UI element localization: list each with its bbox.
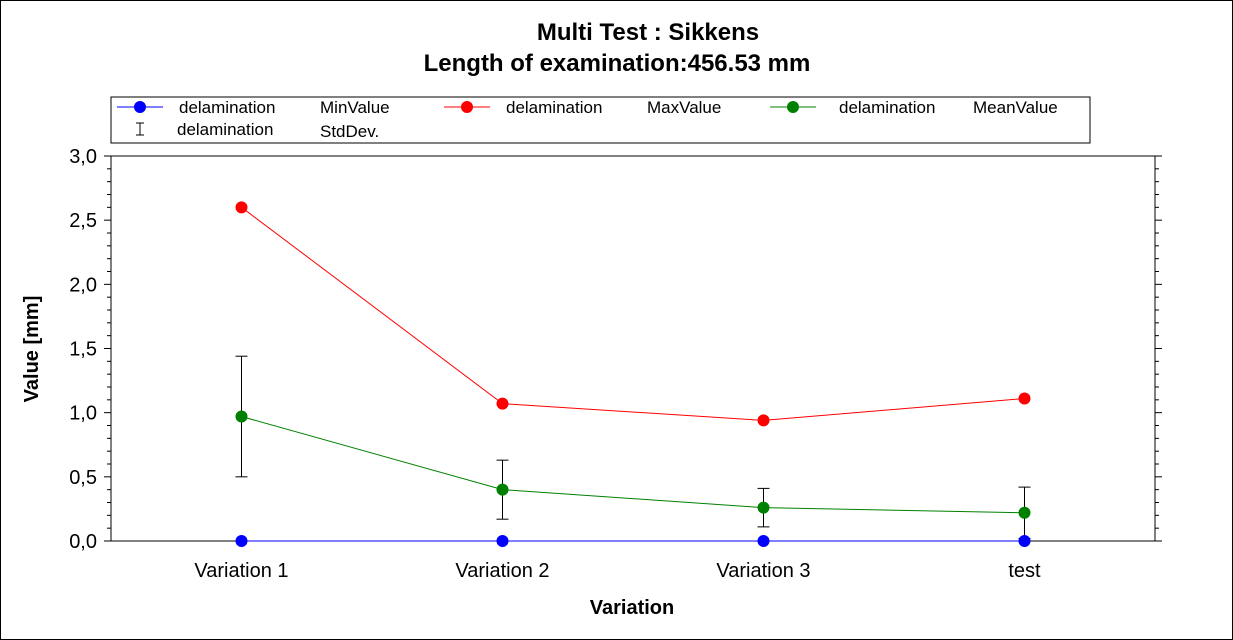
point-min — [1018, 535, 1031, 547]
legend-errorbar-icon — [136, 122, 144, 136]
point-mean — [496, 483, 509, 496]
tick-marks — [104, 155, 1162, 546]
point-mean — [757, 501, 770, 514]
x-tick-labels: Variation 1 Variation 2 Variation 3 test — [194, 560, 1041, 582]
series-line-mean — [241, 416, 1025, 514]
series-layer — [235, 201, 1031, 547]
chart-subtitle: Length of examination:456.53 mm — [424, 50, 811, 77]
point-max — [757, 414, 770, 427]
x-tick-label: Variation 3 — [716, 560, 810, 582]
legend: delamination MinValue delamination MaxVa… — [110, 96, 1091, 144]
legend-box — [110, 96, 1091, 144]
y-tick-label: 0,0 — [69, 531, 97, 553]
legend-label-min: delamination — [179, 98, 275, 117]
point-min — [757, 535, 770, 547]
point-min — [235, 535, 248, 547]
x-tick-label: Variation 1 — [194, 560, 288, 582]
x-tick-label: Variation 2 — [455, 560, 549, 582]
y-tick-label: 1,0 — [69, 403, 97, 425]
legend-value-stddev: StdDev. — [320, 122, 379, 141]
point-mean — [235, 410, 248, 423]
y-axis-label: Value [mm] — [21, 296, 43, 403]
point-max — [1018, 392, 1031, 405]
y-tick-label: 0,5 — [69, 467, 97, 489]
y-tick-labels: 0,0 0,5 1,0 1,5 2,0 2,5 3,0 — [69, 146, 97, 553]
legend-marker-max — [461, 101, 473, 113]
x-axis-label: Variation — [590, 597, 674, 619]
legend-label-stddev: delamination — [177, 120, 273, 139]
y-tick-label: 2,0 — [69, 274, 97, 296]
legend-label-mean: delamination — [839, 98, 935, 117]
legend-value-mean: MeanValue — [973, 98, 1058, 117]
y-tick-label: 2,5 — [69, 210, 97, 232]
series-line-max — [241, 206, 1025, 421]
legend-value-min: MinValue — [320, 98, 390, 117]
x-tick-label: test — [1008, 560, 1041, 582]
legend-marker-min — [134, 101, 146, 113]
y-tick-label: 3,0 — [69, 146, 97, 168]
point-max — [235, 201, 248, 214]
point-max — [496, 397, 509, 410]
chart-title: Multi Test : Sikkens — [537, 19, 759, 46]
point-mean — [1018, 506, 1031, 519]
legend-value-max: MaxValue — [647, 98, 721, 117]
y-tick-label: 1,5 — [69, 339, 97, 361]
legend-marker-mean — [787, 101, 799, 113]
point-min — [496, 535, 509, 547]
plot-area — [110, 155, 1156, 542]
legend-label-max: delamination — [506, 98, 602, 117]
